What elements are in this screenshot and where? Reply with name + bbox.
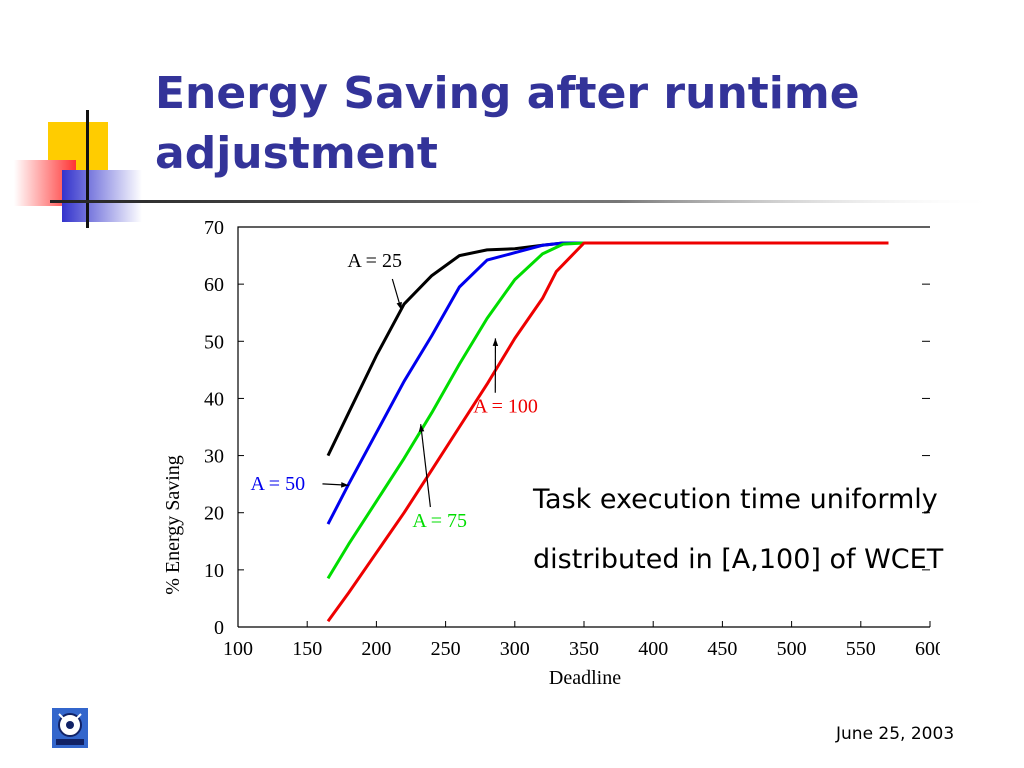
y-tick-label: 50 [204, 331, 224, 353]
annotation-arrowhead-4 [492, 338, 499, 346]
annotation-arrowhead-1 [396, 301, 402, 310]
y-tick-label: 70 [204, 217, 224, 239]
caption: Task execution time uniformly distribute… [533, 470, 1013, 590]
x-tick-label: 500 [777, 638, 807, 660]
y-tick-label: 0 [214, 617, 224, 639]
series-label-1: A = 25 [347, 250, 402, 272]
series-label-2: A = 50 [250, 473, 305, 495]
annotation-arrow-3 [420, 424, 431, 508]
y-tick-label: 10 [204, 560, 224, 582]
x-tick-label: 350 [569, 638, 599, 660]
series-label-4: A = 100 [473, 396, 538, 418]
y-tick-label: 60 [204, 274, 224, 296]
caption-line-2: distributed in [A,100] of WCET [533, 544, 944, 575]
annotation-arrowhead-3 [418, 424, 425, 432]
x-tick-label: 250 [431, 638, 461, 660]
x-tick-label: 450 [707, 638, 737, 660]
y-tick-label: 20 [204, 503, 224, 525]
y-tick-label: 30 [204, 446, 224, 468]
x-axis-label: Deadline [549, 667, 621, 689]
x-tick-label: 150 [292, 638, 322, 660]
title-line-1: Energy Saving after runtime [155, 68, 860, 119]
title-rule [50, 200, 1000, 203]
title-line-2: adjustment [155, 128, 438, 179]
slide-date: June 25, 2003 [836, 724, 955, 744]
arts-logo-icon [52, 708, 88, 748]
x-tick-label: 100 [223, 638, 253, 660]
y-tick-label: 40 [204, 388, 224, 410]
x-tick-label: 300 [500, 638, 530, 660]
caption-line-1: Task execution time uniformly [533, 484, 938, 515]
series-label-3: A = 75 [412, 510, 467, 532]
series-line-4 [326, 241, 889, 623]
energy-saving-chart: 100 150 200 250 300 350 400 450 500 550 600 0 10 20 30… [162, 217, 940, 689]
series-line-3 [326, 241, 889, 580]
y-axis-label: % Energy Saving [162, 455, 184, 595]
vertical-rule [86, 110, 89, 228]
annotation-arrowhead-2 [341, 482, 349, 488]
series-line-1 [326, 241, 889, 457]
x-tick-label: 400 [638, 638, 668, 660]
x-tick-label: 550 [846, 638, 876, 660]
blue-square [62, 170, 142, 222]
x-tick-label: 200 [361, 638, 391, 660]
corner-decoration [14, 110, 1000, 228]
page-title: Energy Saving after runtime adjustment [155, 64, 995, 184]
x-tick-label: 600 [915, 638, 940, 660]
